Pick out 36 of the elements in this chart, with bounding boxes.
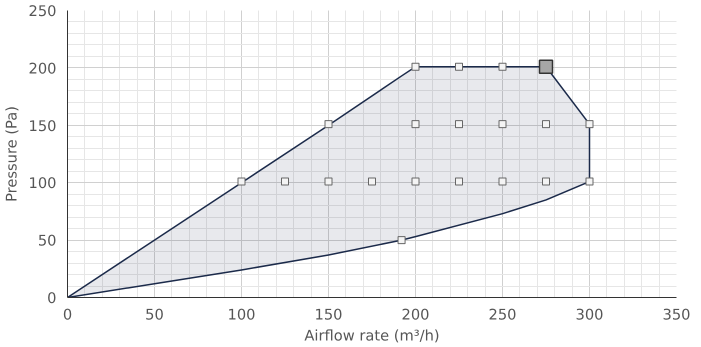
point bbox=[412, 120, 420, 128]
point bbox=[398, 236, 406, 244]
point bbox=[586, 178, 594, 186]
x-tick-label: 250 bbox=[488, 306, 516, 324]
point bbox=[455, 178, 463, 186]
point bbox=[238, 178, 246, 186]
x-tick-label: 50 bbox=[145, 306, 164, 324]
point bbox=[281, 178, 289, 186]
y-tick-label: 200 bbox=[28, 60, 57, 78]
point bbox=[368, 178, 376, 186]
point bbox=[412, 178, 420, 186]
point bbox=[498, 178, 506, 186]
x-tick-label: 100 bbox=[228, 306, 256, 324]
x-tick-label: 350 bbox=[662, 306, 690, 324]
y-axis-title: Pressure (Pa) bbox=[4, 106, 21, 202]
point bbox=[542, 178, 550, 186]
point bbox=[455, 120, 463, 128]
y-tick-label: 250 bbox=[28, 3, 57, 20]
x-axis-title: Airflow rate (m³/h) bbox=[304, 328, 440, 344]
point bbox=[498, 120, 506, 128]
point bbox=[324, 178, 332, 186]
point bbox=[586, 120, 594, 128]
point bbox=[498, 62, 506, 71]
y-tick-label: 150 bbox=[28, 118, 57, 135]
y-tick-label: 0 bbox=[47, 290, 57, 307]
x-tick-label: 0 bbox=[62, 306, 72, 324]
point bbox=[538, 60, 554, 74]
point bbox=[324, 120, 332, 128]
x-tick-label: 200 bbox=[402, 306, 430, 324]
point bbox=[542, 120, 550, 128]
y-tick-label: 50 bbox=[38, 232, 57, 250]
y-tick-label: 100 bbox=[28, 175, 57, 192]
point bbox=[455, 62, 463, 71]
x-tick-label: 150 bbox=[314, 306, 342, 324]
x-tick-label: 300 bbox=[576, 306, 604, 324]
point bbox=[412, 62, 420, 71]
